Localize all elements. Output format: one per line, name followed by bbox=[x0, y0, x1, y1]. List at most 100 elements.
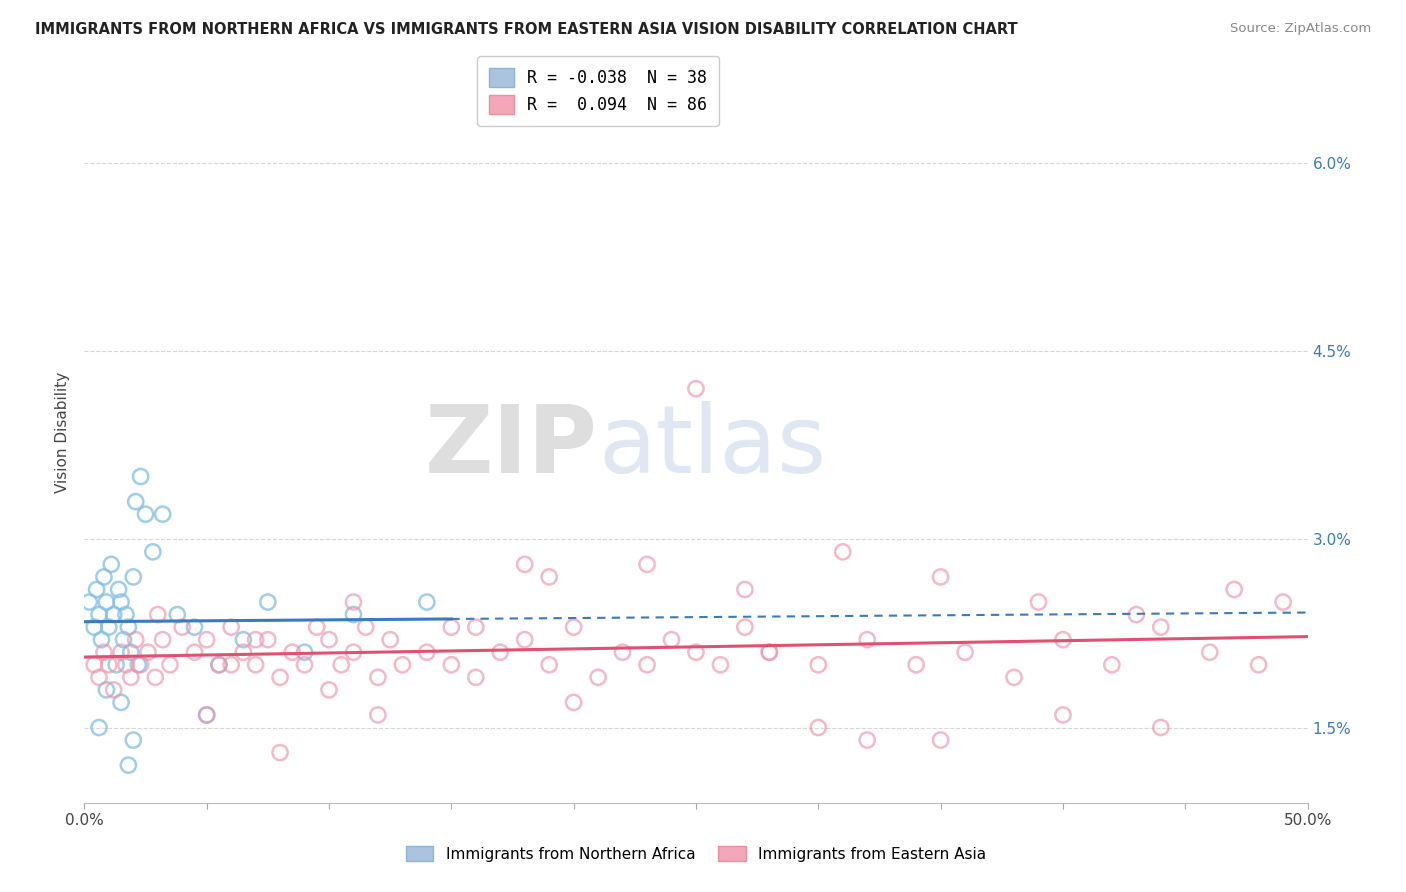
Point bbox=[117, 620, 139, 634]
Point bbox=[1198, 645, 1220, 659]
Point bbox=[269, 746, 291, 760]
Point bbox=[380, 632, 402, 647]
Point bbox=[367, 708, 389, 723]
Point bbox=[93, 570, 115, 584]
Point bbox=[96, 595, 118, 609]
Point bbox=[538, 657, 561, 672]
Point bbox=[107, 582, 129, 597]
Point bbox=[709, 657, 731, 672]
Legend: R = -0.038  N = 38, R =  0.094  N = 86: R = -0.038 N = 38, R = 0.094 N = 86 bbox=[477, 56, 718, 126]
Point bbox=[342, 607, 364, 622]
Point bbox=[1150, 620, 1173, 634]
Point bbox=[245, 657, 267, 672]
Point bbox=[513, 632, 536, 647]
Point bbox=[1101, 657, 1123, 672]
Point bbox=[1223, 582, 1246, 597]
Point bbox=[562, 695, 585, 709]
Point bbox=[86, 582, 108, 597]
Point bbox=[294, 657, 316, 672]
Point bbox=[87, 670, 110, 684]
Point bbox=[538, 570, 561, 584]
Point bbox=[120, 645, 142, 659]
Point bbox=[586, 670, 609, 684]
Point bbox=[172, 620, 194, 634]
Point bbox=[391, 657, 413, 672]
Point bbox=[636, 558, 658, 572]
Point bbox=[257, 632, 280, 647]
Point bbox=[129, 469, 152, 483]
Point bbox=[96, 682, 118, 697]
Point bbox=[807, 657, 830, 672]
Point bbox=[195, 632, 218, 647]
Point bbox=[97, 657, 120, 672]
Point bbox=[120, 670, 142, 684]
Point bbox=[929, 570, 952, 584]
Point bbox=[440, 620, 463, 634]
Point bbox=[758, 645, 780, 659]
Point bbox=[807, 721, 830, 735]
Point bbox=[318, 682, 340, 697]
Point bbox=[1125, 607, 1147, 622]
Point bbox=[685, 382, 707, 396]
Point bbox=[122, 733, 145, 747]
Point bbox=[152, 507, 174, 521]
Point bbox=[110, 645, 132, 659]
Point bbox=[195, 708, 218, 723]
Point bbox=[232, 645, 254, 659]
Point bbox=[953, 645, 976, 659]
Point bbox=[183, 645, 205, 659]
Point bbox=[112, 632, 135, 647]
Point bbox=[464, 670, 486, 684]
Point bbox=[93, 645, 115, 659]
Point bbox=[183, 620, 205, 634]
Point bbox=[440, 657, 463, 672]
Point bbox=[464, 620, 486, 634]
Point bbox=[232, 632, 254, 647]
Point bbox=[152, 632, 174, 647]
Point bbox=[758, 645, 780, 659]
Point bbox=[1052, 708, 1074, 723]
Point bbox=[636, 657, 658, 672]
Point bbox=[685, 645, 707, 659]
Point bbox=[127, 657, 149, 672]
Point bbox=[100, 558, 122, 572]
Point bbox=[269, 670, 291, 684]
Point bbox=[1002, 670, 1025, 684]
Point bbox=[1272, 595, 1295, 609]
Point bbox=[929, 733, 952, 747]
Point bbox=[416, 645, 439, 659]
Point bbox=[115, 657, 138, 672]
Point bbox=[856, 632, 879, 647]
Text: Source: ZipAtlas.com: Source: ZipAtlas.com bbox=[1230, 22, 1371, 36]
Point bbox=[117, 758, 139, 772]
Point bbox=[159, 657, 181, 672]
Point bbox=[195, 708, 218, 723]
Point bbox=[125, 494, 148, 508]
Point bbox=[219, 620, 242, 634]
Point bbox=[103, 682, 125, 697]
Point bbox=[208, 657, 231, 672]
Point bbox=[416, 595, 439, 609]
Point bbox=[305, 620, 328, 634]
Point bbox=[612, 645, 634, 659]
Point bbox=[734, 582, 756, 597]
Point bbox=[734, 620, 756, 634]
Point bbox=[110, 695, 132, 709]
Point bbox=[489, 645, 512, 659]
Point bbox=[831, 545, 853, 559]
Point bbox=[1028, 595, 1050, 609]
Point bbox=[856, 733, 879, 747]
Point bbox=[1052, 632, 1074, 647]
Point bbox=[257, 595, 280, 609]
Text: IMMIGRANTS FROM NORTHERN AFRICA VS IMMIGRANTS FROM EASTERN ASIA VISION DISABILIT: IMMIGRANTS FROM NORTHERN AFRICA VS IMMIG… bbox=[35, 22, 1018, 37]
Point bbox=[318, 632, 340, 647]
Point bbox=[219, 657, 242, 672]
Point bbox=[135, 507, 157, 521]
Point bbox=[87, 721, 110, 735]
Point bbox=[342, 645, 364, 659]
Point bbox=[330, 657, 353, 672]
Point bbox=[208, 657, 231, 672]
Point bbox=[87, 607, 110, 622]
Point bbox=[1150, 721, 1173, 735]
Point bbox=[129, 657, 152, 672]
